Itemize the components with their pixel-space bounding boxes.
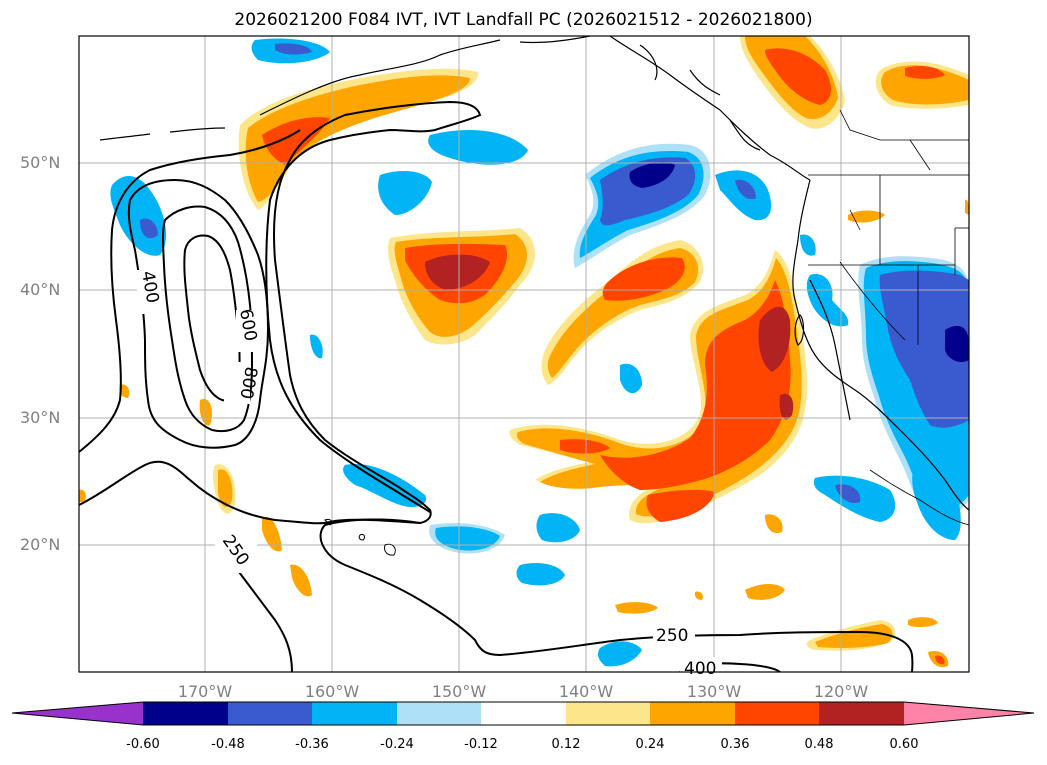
contour-label-backgrounds — [137, 270, 722, 672]
contour-label-400-south: 400 — [684, 659, 716, 679]
colorbar — [11, 701, 1035, 726]
colorbar-bin — [650, 702, 735, 725]
colorbar-tick: 0.24 — [635, 737, 665, 752]
colorbar-tick: -0.48 — [211, 737, 245, 752]
colorbar-bin — [566, 702, 650, 725]
contour-250-far-sw — [229, 559, 293, 672]
colorbar-bin — [228, 702, 312, 725]
colorbar-bin — [143, 702, 228, 725]
colorbar-tick: -0.36 — [295, 737, 329, 752]
colorbar-under-arrow — [12, 702, 143, 725]
contour-600 — [162, 205, 254, 433]
colorbar-tick: -0.12 — [464, 737, 498, 752]
lon-label-130w: 130°W — [686, 682, 742, 701]
map-frame — [78, 35, 970, 673]
state-borders — [808, 109, 969, 526]
map-title: 2026021200 F084 IVT, IVT Landfall PC (20… — [234, 10, 813, 30]
contour-250-lower — [319, 518, 914, 672]
colorbar-tick: 0.48 — [804, 737, 834, 752]
colorbar-tick: 0.12 — [551, 737, 581, 752]
colorbar-bin — [481, 702, 566, 725]
map-area — [79, 36, 969, 672]
lon-label-140w: 140°W — [558, 682, 614, 701]
contour-400 — [127, 178, 270, 449]
ivt-contours — [79, 100, 914, 672]
lon-label-120w: 120°W — [813, 682, 869, 701]
colorbar-tick: -0.60 — [126, 737, 160, 752]
lat-label-20n: 20°N — [20, 535, 61, 554]
colorbar-bin — [735, 702, 819, 725]
contour-250 — [79, 100, 482, 525]
colorbar-bin — [397, 702, 481, 725]
coastlines — [99, 36, 969, 511]
graticule — [79, 36, 969, 672]
colorbar-bin — [312, 702, 397, 725]
lon-label-170w: 170°W — [177, 682, 233, 701]
colorbar-tick: -0.24 — [380, 737, 414, 752]
lon-label-160w: 160°W — [304, 682, 360, 701]
colorbar-bin — [819, 702, 904, 725]
lat-label-50n: 50°N — [20, 153, 61, 172]
colorbar-over-arrow — [904, 702, 1034, 725]
colorbar-tick: 0.36 — [720, 737, 750, 752]
lon-label-150w: 150°W — [431, 682, 487, 701]
contour-label-250-south: 250 — [656, 626, 688, 646]
colorbar-tick: 0.60 — [889, 737, 919, 752]
lat-label-40n: 40°N — [20, 280, 61, 299]
lat-label-30n: 30°N — [20, 408, 61, 427]
